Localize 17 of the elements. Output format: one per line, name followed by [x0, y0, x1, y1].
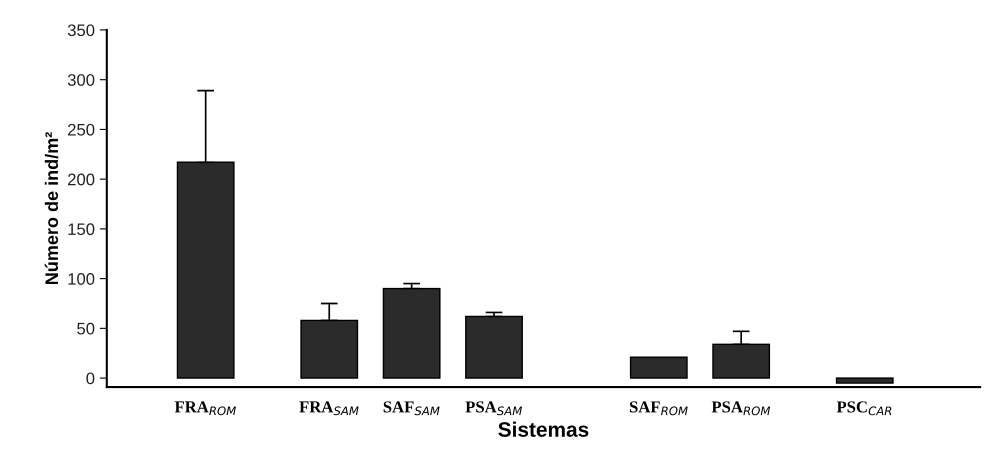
- x-tick-label: PSC$_{CAR}$: [836, 401, 892, 416]
- y-tick-label: 50: [77, 322, 94, 335]
- y-tick-label: 150: [68, 223, 94, 236]
- y-tick-label: 350: [68, 24, 94, 36]
- y-tick-label: 200: [68, 174, 94, 186]
- y-tick-label: 0: [86, 372, 94, 384]
- y-tick-label: 300: [68, 74, 94, 86]
- y-tick-label: 250: [68, 124, 94, 136]
- x-axis-title: Sistemas: [498, 422, 588, 437]
- x-tick-label: FRA$_{SAM}$: [299, 401, 359, 416]
- x-tick-label: PSA$_{ROM}$: [712, 401, 770, 416]
- x-tick-label: SAF$_{ROM}$: [630, 401, 688, 416]
- x-tick-label: PSA$_{SAM}$: [465, 401, 522, 416]
- x-tick-label: SAF$_{SAM}$: [384, 401, 440, 416]
- x-tick-label: FRA$_{ROM}$: [174, 401, 236, 416]
- y-axis-title: Número de ind/m²: [44, 132, 58, 284]
- y-tick-label: 100: [68, 273, 94, 285]
